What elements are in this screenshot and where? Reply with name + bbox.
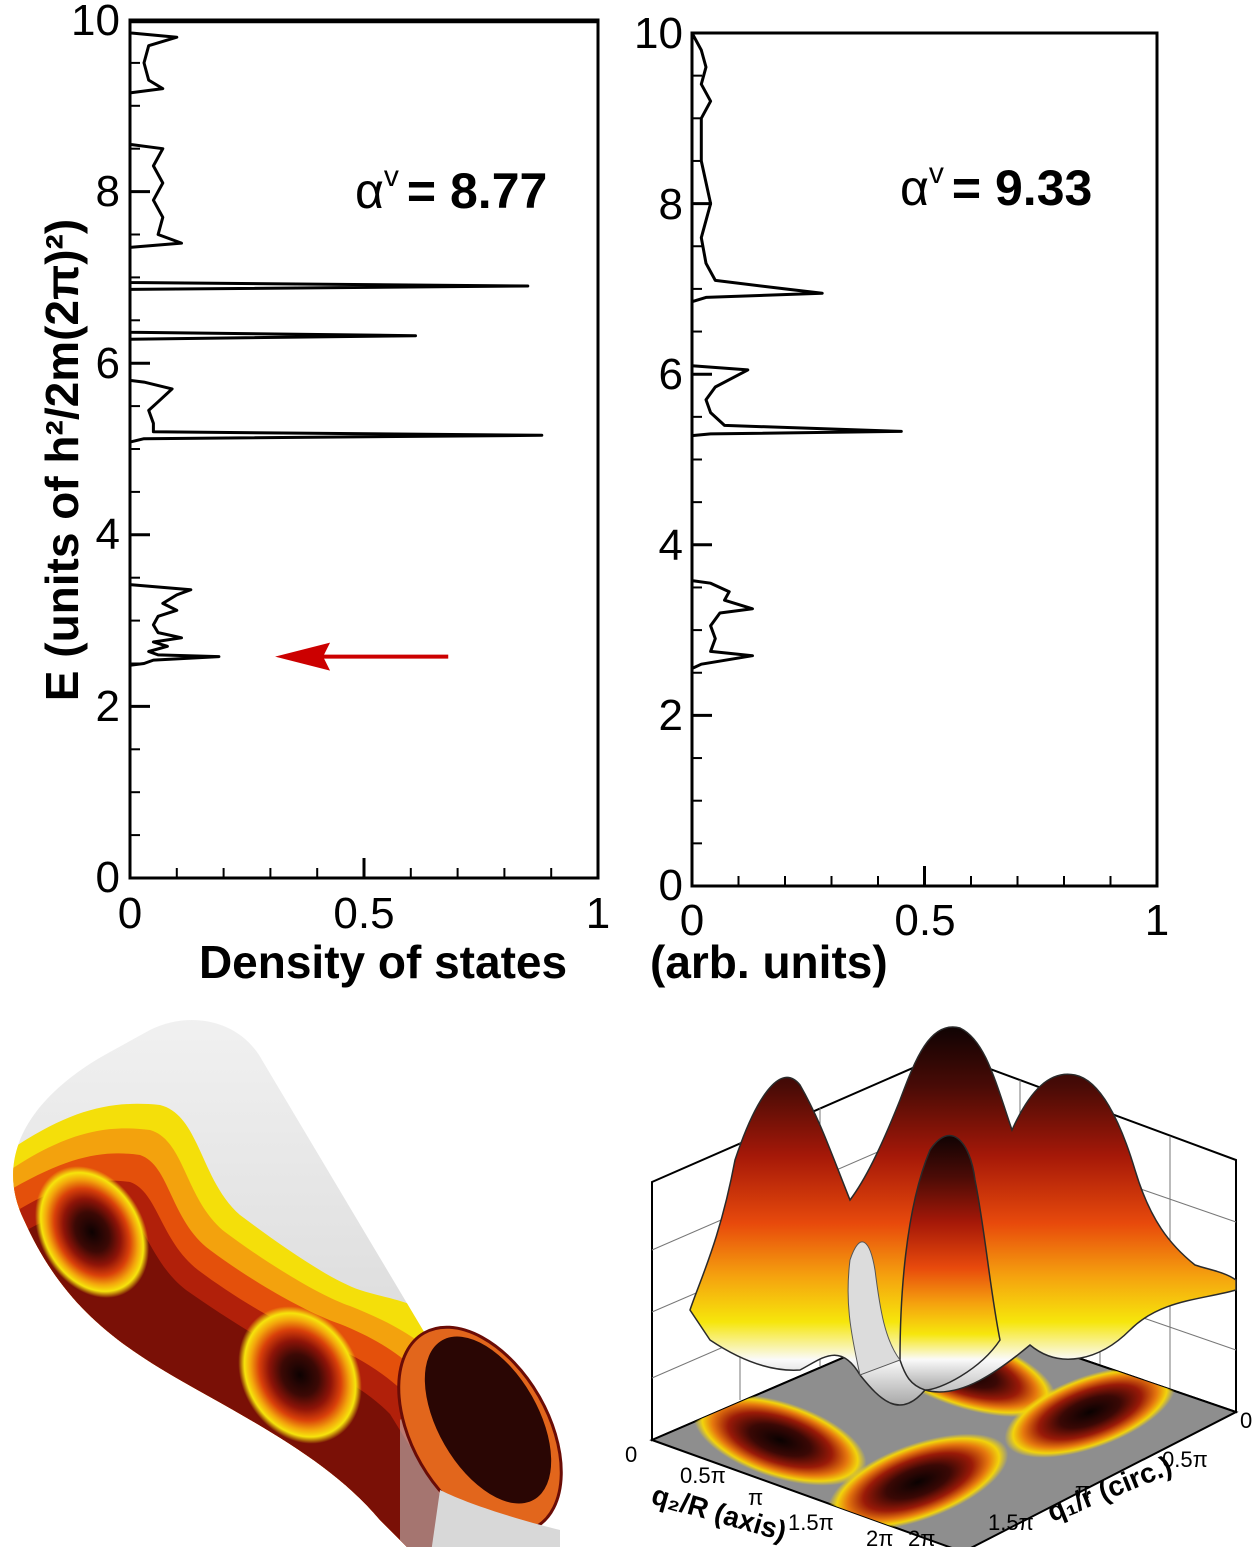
x-axis-label-right: (arb. units) — [650, 936, 888, 988]
right-ytick-6: 6 — [659, 350, 683, 399]
cylinder-density-plot — [13, 1020, 563, 1547]
left-dos-chart: 0 2 4 6 8 10 0 0.5 1 αv = 8.77 — [71, 0, 610, 938]
right-ytick-4: 4 — [659, 521, 683, 570]
q1-tick-0.5pi: 0.5π — [1162, 1447, 1208, 1472]
red-arrow — [275, 642, 449, 671]
q1-tick-pi: π — [1075, 1478, 1090, 1503]
right-alpha-symbol: α — [900, 160, 929, 216]
left-xtick-0: 0 — [118, 889, 142, 938]
left-alpha-symbol: α — [355, 163, 384, 219]
left-dos-curve — [128, 20, 598, 878]
left-y-tick-marks — [130, 18, 150, 880]
right-y-tick-marks — [692, 31, 712, 888]
right-ytick-8: 8 — [659, 180, 683, 229]
right-dos-chart: 0 2 4 6 8 10 0 0.5 1 αv = 9.33 — [634, 9, 1169, 945]
right-xtick-1: 1 — [1145, 896, 1169, 945]
right-xtick-0: 0 — [680, 896, 704, 945]
q1-tick-2pi: 2π — [908, 1526, 935, 1547]
red-arrow-head — [275, 642, 331, 671]
q2-tick-0.5pi: 0.5π — [680, 1463, 726, 1488]
left-ytick-6: 6 — [96, 339, 120, 388]
left-xtick-0.5: 0.5 — [333, 889, 394, 938]
right-dos-curve — [690, 32, 903, 886]
left-x-tick-marks — [128, 858, 600, 878]
left-plot-frame — [128, 18, 600, 880]
right-xtick-0.5: 0.5 — [894, 896, 955, 945]
q2-tick-2pi: 2π — [866, 1526, 893, 1547]
left-alpha-annotation: αv = 8.77 — [355, 160, 547, 219]
q2-tick-1.5pi: 1.5π — [788, 1510, 834, 1535]
right-alpha-superscript: v — [929, 157, 944, 190]
q1-tick-1.5pi: 1.5π — [988, 1510, 1034, 1535]
q1-tick-0: 0 — [1240, 1408, 1252, 1433]
right-ytick-2: 2 — [659, 691, 683, 740]
left-alpha-superscript: v — [384, 160, 399, 193]
q2-axis-label: q₂/R (axis) — [648, 1479, 790, 1547]
left-ytick-4: 4 — [96, 510, 120, 559]
right-alpha-annotation: αv = 9.33 — [900, 157, 1092, 216]
left-ytick-2: 2 — [96, 682, 120, 731]
left-ytick-0: 0 — [96, 853, 120, 902]
right-x-tick-marks — [690, 866, 1159, 886]
right-ytick-0: 0 — [659, 861, 683, 910]
right-ytick-10: 10 — [634, 9, 683, 58]
left-xtick-1: 1 — [586, 889, 610, 938]
left-ytick-8: 8 — [96, 167, 120, 216]
q2-tick-pi: π — [748, 1485, 763, 1510]
right-alpha-value: = 9.33 — [952, 160, 1092, 216]
surface-density-plot: q₂/R (axis) q₁/r (circ.) 0 0.5π π 1.5π 2… — [625, 1026, 1252, 1547]
left-ytick-10: 10 — [71, 0, 120, 45]
x-axis-label-left: Density of states — [199, 936, 567, 988]
q2-tick-0: 0 — [625, 1442, 637, 1467]
left-alpha-value: = 8.77 — [407, 163, 547, 219]
y-axis-label: E (units of h²/2m(2π)²) — [36, 219, 88, 701]
